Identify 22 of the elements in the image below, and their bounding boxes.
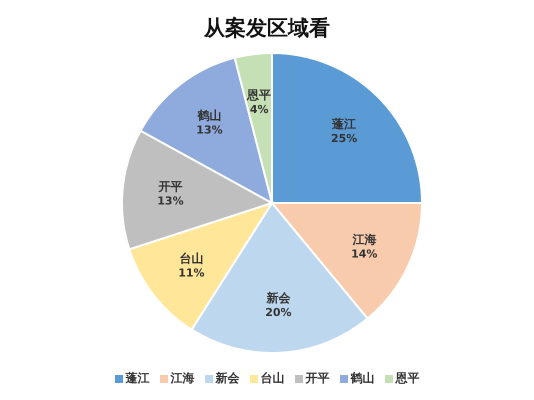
slice-label: 江海 (351, 232, 376, 246)
slice-label: 恩平 (246, 88, 272, 102)
legend-label: 江海 (170, 370, 194, 387)
data-label: 11% (178, 266, 205, 280)
data-label: 13% (157, 194, 184, 208)
slice-label: 台山 (179, 252, 204, 266)
legend-label: 恩平 (394, 370, 420, 387)
data-label: 14% (351, 247, 378, 260)
legend-label: 台山 (260, 370, 284, 387)
legend-label: 开平 (304, 370, 330, 387)
data-label: 13% (196, 123, 223, 136)
data-label: 4% (250, 102, 269, 116)
slice-label: 新会 (265, 290, 292, 305)
legend-label: 蓬江 (124, 370, 150, 387)
slice-label: 开平 (157, 179, 182, 194)
legend-label: 新会 (214, 370, 240, 387)
chart-title: 从案发区域看 (202, 15, 331, 42)
data-label: 20% (265, 306, 292, 319)
legend-label: 鹤山 (349, 370, 374, 387)
data-label: 25% (330, 132, 358, 145)
slice-label: 蓬江 (331, 116, 356, 131)
slice-label: 鹤山 (196, 108, 222, 122)
